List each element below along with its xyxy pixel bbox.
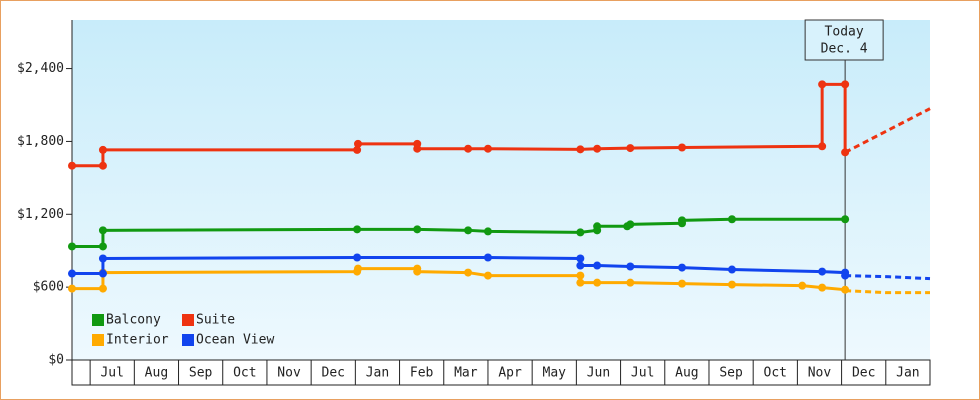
series-line: [72, 256, 847, 276]
x-tick-label: Oct: [764, 366, 787, 381]
projection-line: [844, 107, 931, 154]
y-tick-label: $1,800: [17, 134, 64, 149]
data-point: [98, 269, 107, 278]
data-point: [98, 284, 107, 293]
data-point: [68, 161, 76, 170]
x-tick-label: Sep: [189, 366, 213, 381]
data-point: [593, 261, 602, 270]
data-point: [68, 269, 76, 278]
data-point: [464, 226, 473, 235]
data-point: [576, 145, 585, 154]
legend-swatch: [182, 334, 194, 346]
data-point: [818, 142, 827, 151]
data-point: [593, 144, 602, 153]
legend-label: Interior: [106, 333, 169, 348]
data-point: [678, 143, 687, 152]
x-tick-label: Jun: [587, 366, 610, 381]
series-line: [72, 267, 846, 292]
data-point: [576, 278, 585, 287]
data-point: [464, 268, 473, 277]
data-point: [98, 226, 107, 235]
data-point: [413, 267, 422, 276]
x-tick-label: Aug: [675, 366, 698, 381]
x-tick-label: Jul: [100, 366, 123, 381]
data-point: [483, 253, 492, 262]
x-tick-label: Jul: [631, 366, 654, 381]
x-tick-label: Apr: [498, 366, 522, 381]
data-point: [98, 145, 107, 154]
data-point: [626, 278, 635, 287]
x-tick-label: Dec: [322, 366, 345, 381]
data-point: [626, 220, 635, 229]
data-point: [98, 254, 107, 263]
x-tick-label: Dec: [852, 366, 875, 381]
data-point: [483, 271, 492, 280]
y-tick-label: $2,400: [17, 61, 64, 76]
x-tick-label: Nov: [808, 366, 832, 381]
data-point: [68, 284, 76, 293]
x-tick-label: Oct: [233, 366, 256, 381]
x-tick-label: Aug: [145, 366, 168, 381]
today-box: [804, 19, 884, 61]
y-tick-label: $600: [33, 280, 64, 295]
y-tick-label: $1,200: [17, 207, 64, 222]
y-tick-label: $0: [48, 353, 64, 368]
data-point: [727, 215, 736, 224]
legend-label: Balcony: [106, 313, 161, 328]
data-point: [678, 263, 687, 272]
data-point: [678, 216, 687, 225]
today-label: Dec. 4: [821, 42, 868, 57]
data-point: [818, 80, 827, 89]
legend-label: Suite: [196, 313, 235, 328]
legend-swatch: [92, 314, 104, 326]
data-point: [68, 242, 76, 251]
today-label: Today: [825, 25, 864, 40]
data-point: [353, 225, 362, 234]
data-point: [727, 265, 736, 274]
projection-line: [845, 274, 931, 281]
data-point: [841, 80, 850, 89]
data-point: [483, 227, 492, 236]
data-point: [353, 145, 362, 154]
data-point: [626, 144, 635, 153]
data-point: [464, 144, 473, 153]
data-point: [576, 271, 585, 280]
data-point: [576, 261, 585, 270]
data-point: [353, 253, 362, 262]
x-tick-label: May: [543, 366, 567, 381]
data-point: [626, 262, 635, 271]
data-point: [798, 281, 807, 290]
data-point: [98, 161, 107, 170]
x-axis-row: [71, 359, 931, 386]
data-point: [98, 242, 107, 251]
x-tick-label: Sep: [719, 366, 743, 381]
legend-label: Ocean View: [196, 333, 274, 348]
x-tick-label: Mar: [454, 366, 478, 381]
data-point: [818, 267, 827, 276]
data-point: [354, 139, 362, 148]
plot-area: [72, 20, 930, 360]
x-tick-label: Jan: [896, 366, 919, 381]
data-point: [593, 278, 602, 287]
x-tick-label: Jan: [366, 366, 389, 381]
data-point: [727, 280, 736, 289]
x-tick-label: Nov: [277, 366, 301, 381]
data-point: [354, 264, 362, 273]
data-point: [841, 215, 850, 224]
data-point: [576, 228, 585, 237]
projection-line: [845, 289, 930, 295]
data-point: [576, 254, 585, 263]
legend-swatch: [182, 314, 194, 326]
x-tick-label: Feb: [410, 366, 434, 381]
data-point: [678, 279, 687, 288]
data-point: [413, 144, 422, 153]
legend-swatch: [92, 334, 104, 346]
data-point: [593, 222, 602, 231]
data-point: [818, 283, 827, 292]
data-point: [413, 225, 422, 234]
data-point: [483, 144, 492, 153]
